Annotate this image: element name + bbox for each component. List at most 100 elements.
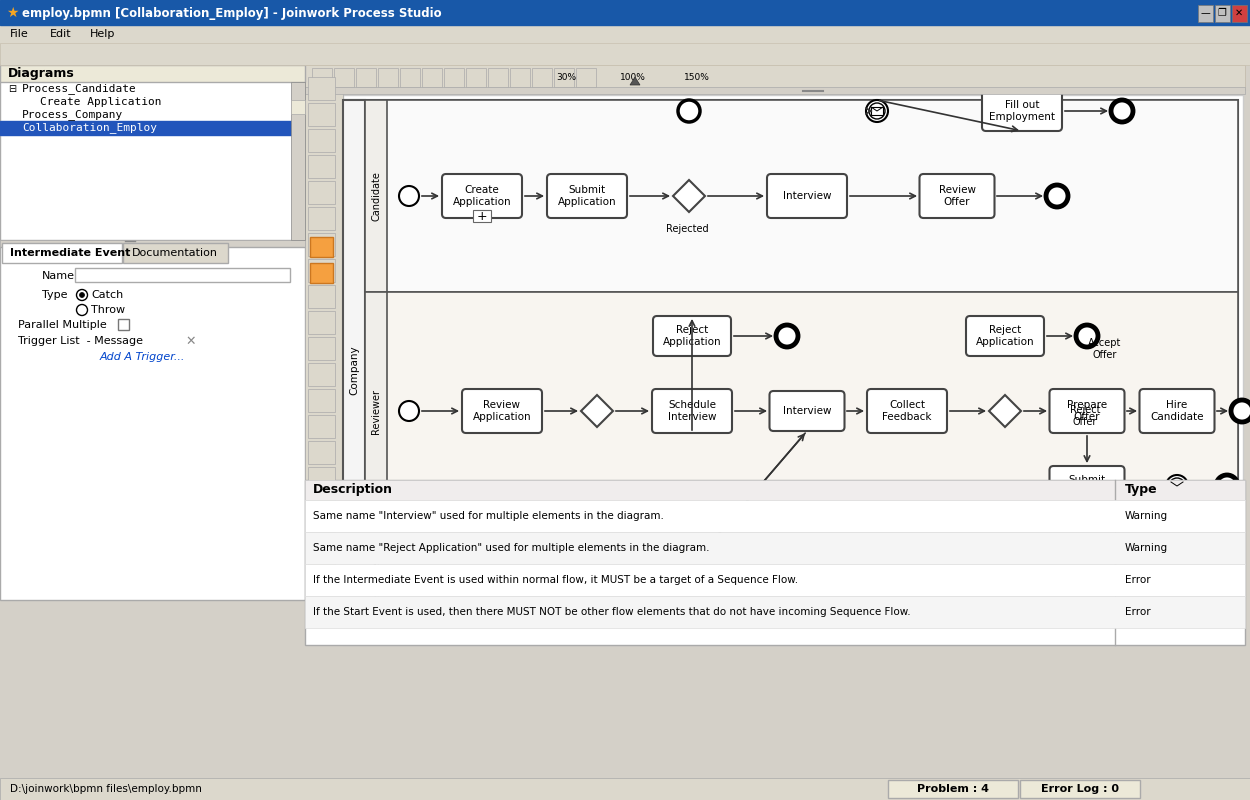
FancyBboxPatch shape xyxy=(308,181,335,204)
FancyBboxPatch shape xyxy=(308,259,335,282)
Text: Same name "Interview" used for multiple elements in the diagram.: Same name "Interview" used for multiple … xyxy=(312,511,664,521)
Circle shape xyxy=(1076,325,1098,347)
Text: Diagrams: Diagrams xyxy=(8,67,75,81)
FancyBboxPatch shape xyxy=(122,243,228,263)
FancyBboxPatch shape xyxy=(1050,466,1125,506)
Text: Collaboration_Employ: Collaboration_Employ xyxy=(22,122,158,134)
Text: Reject
Application: Reject Application xyxy=(662,325,721,347)
FancyBboxPatch shape xyxy=(442,174,522,218)
Text: Welcome: Welcome xyxy=(322,47,374,57)
Text: Intermediate Event: Intermediate Event xyxy=(10,248,130,258)
Circle shape xyxy=(399,186,419,206)
Circle shape xyxy=(1166,475,1187,497)
Text: Prepare
Offer: Prepare Offer xyxy=(1068,400,1108,422)
FancyBboxPatch shape xyxy=(652,389,732,433)
FancyBboxPatch shape xyxy=(510,68,530,87)
Text: Review
Offer: Review Offer xyxy=(939,186,975,206)
Text: Catch: Catch xyxy=(91,290,124,300)
FancyBboxPatch shape xyxy=(308,415,335,438)
Text: Error: Error xyxy=(1125,575,1151,585)
Text: Accept
Offer: Accept Offer xyxy=(1089,338,1121,360)
Text: Process_Company: Process_Company xyxy=(22,110,124,121)
Polygon shape xyxy=(630,77,640,85)
FancyBboxPatch shape xyxy=(466,68,486,87)
Polygon shape xyxy=(672,180,705,212)
FancyBboxPatch shape xyxy=(312,68,332,87)
FancyBboxPatch shape xyxy=(1140,389,1215,433)
Text: If the Start Event is used, then there MUST NOT be other flow elements that do n: If the Start Event is used, then there M… xyxy=(312,607,910,617)
FancyBboxPatch shape xyxy=(1050,389,1125,433)
Text: Reviewer: Reviewer xyxy=(371,389,381,434)
Text: Interviewer: Interviewer xyxy=(371,558,381,613)
Text: If the Intermediate Event is used within normal flow, it MUST be a target of a S: If the Intermediate Event is used within… xyxy=(312,575,799,585)
FancyBboxPatch shape xyxy=(308,389,335,412)
FancyBboxPatch shape xyxy=(308,337,335,360)
Text: Process_Candidate: Process_Candidate xyxy=(22,83,136,94)
Text: Rejected: Rejected xyxy=(666,224,709,234)
FancyBboxPatch shape xyxy=(966,316,1044,356)
Text: Help: Help xyxy=(90,29,115,39)
Text: Error Log : 0: Error Log : 0 xyxy=(1041,784,1119,794)
FancyBboxPatch shape xyxy=(1215,5,1230,22)
FancyBboxPatch shape xyxy=(365,530,388,640)
Text: Name: Name xyxy=(42,271,75,281)
Text: employ.bpmn [Collaboration_Employ] - Joinwork Process Studio: employ.bpmn [Collaboration_Employ] - Joi… xyxy=(22,6,441,19)
FancyBboxPatch shape xyxy=(1020,780,1140,798)
FancyBboxPatch shape xyxy=(308,103,335,126)
Text: ★: ★ xyxy=(6,6,19,20)
FancyBboxPatch shape xyxy=(0,25,1250,43)
Polygon shape xyxy=(989,395,1021,427)
FancyBboxPatch shape xyxy=(1198,5,1212,22)
Text: Company: Company xyxy=(349,345,359,395)
Text: 100%: 100% xyxy=(620,74,646,82)
FancyBboxPatch shape xyxy=(308,363,335,386)
FancyBboxPatch shape xyxy=(652,316,731,356)
Text: Error: Error xyxy=(1125,607,1151,617)
Text: Trigger List  - Message: Trigger List - Message xyxy=(18,336,142,346)
FancyBboxPatch shape xyxy=(386,41,604,63)
Text: Interview: Interview xyxy=(782,406,831,416)
Text: Create Application: Create Application xyxy=(40,97,161,107)
Circle shape xyxy=(76,290,88,301)
Text: Same name "Reject Application" used for multiple elements in the diagram.: Same name "Reject Application" used for … xyxy=(312,543,710,553)
FancyBboxPatch shape xyxy=(472,210,491,222)
Circle shape xyxy=(866,100,887,122)
FancyBboxPatch shape xyxy=(308,207,335,230)
FancyBboxPatch shape xyxy=(308,155,335,178)
Text: Collect
Feedback: Collect Feedback xyxy=(882,400,931,422)
FancyBboxPatch shape xyxy=(308,233,335,256)
FancyBboxPatch shape xyxy=(365,292,1238,530)
Text: Reject
Offer: Reject Offer xyxy=(1070,405,1100,427)
FancyBboxPatch shape xyxy=(365,292,388,530)
Circle shape xyxy=(76,305,88,315)
FancyBboxPatch shape xyxy=(310,263,332,283)
FancyBboxPatch shape xyxy=(310,237,332,257)
Text: Description: Description xyxy=(312,483,392,497)
FancyBboxPatch shape xyxy=(0,778,1250,800)
Circle shape xyxy=(80,293,85,298)
Text: Candidate: Candidate xyxy=(371,171,381,221)
Text: 30%: 30% xyxy=(556,74,576,82)
FancyBboxPatch shape xyxy=(305,596,1245,628)
FancyBboxPatch shape xyxy=(305,500,1245,532)
Text: D:\joinwork\bpmn files\employ.bpmn: D:\joinwork\bpmn files\employ.bpmn xyxy=(10,784,202,794)
FancyBboxPatch shape xyxy=(488,68,508,87)
Text: Interview: Interview xyxy=(782,191,831,201)
Text: Warning: Warning xyxy=(1125,543,1168,553)
Circle shape xyxy=(1231,400,1250,422)
FancyBboxPatch shape xyxy=(532,68,552,87)
FancyBboxPatch shape xyxy=(305,532,1245,564)
FancyBboxPatch shape xyxy=(308,311,335,334)
FancyBboxPatch shape xyxy=(365,530,1238,640)
FancyBboxPatch shape xyxy=(312,41,382,63)
Text: —: — xyxy=(1200,8,1210,18)
Text: Interview: Interview xyxy=(668,580,716,590)
FancyBboxPatch shape xyxy=(871,107,882,115)
Text: ✕: ✕ xyxy=(185,334,195,347)
FancyBboxPatch shape xyxy=(365,100,388,292)
Text: Type: Type xyxy=(42,290,68,300)
FancyBboxPatch shape xyxy=(308,493,335,516)
FancyBboxPatch shape xyxy=(334,68,354,87)
FancyBboxPatch shape xyxy=(554,68,574,87)
Text: Edit: Edit xyxy=(50,29,71,39)
